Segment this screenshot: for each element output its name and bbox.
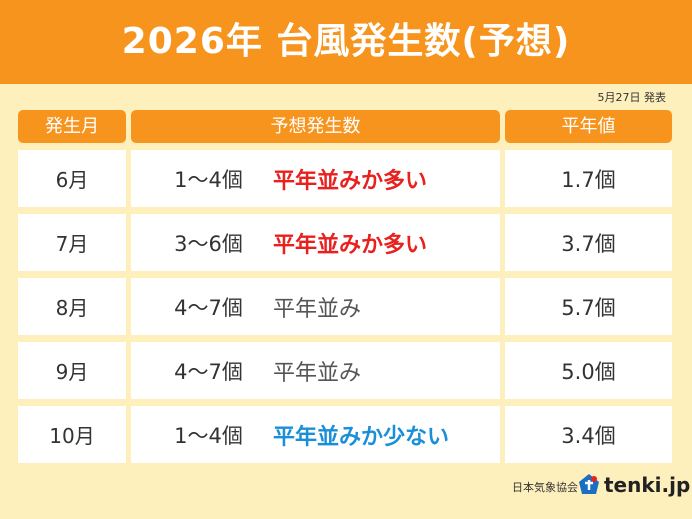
forecast-cell: 1～4個 平年並みか多い [131,150,500,207]
title: 2026年 台風発生数(予想) [121,21,571,62]
column-header: 発生月 [18,110,126,143]
column-header: 平年値 [505,110,672,143]
forecast-cell: 4～7個 平年並み [131,342,500,399]
forecast-range: 1～4個 [174,167,243,192]
forecast-range: 4～7個 [174,295,243,320]
normal-cell: 5.7個 [505,278,672,335]
forecast-cell: 1～4個 平年並みか少ない [131,406,500,463]
forecast-cell: 3～6個 平年並みか多い [131,214,500,271]
normal-cell: 5.0個 [505,342,672,399]
column-header: 予想発生数 [131,110,500,143]
month-cell: 6月 [18,150,126,207]
normal-cell: 3.4個 [505,406,672,463]
forecast-assessment: 平年並みか多い [273,168,428,194]
forecast-cell: 4～7個 平年並み [131,278,500,335]
logo-icon [579,474,599,494]
date: 5月27日 発表 [597,91,667,104]
forecast-range: 4～7個 [174,359,243,384]
month-cell: 9月 [18,342,126,399]
brand: tenki.jp [604,473,691,497]
forecast-range: 3～6個 [174,231,243,256]
forecast-range: 1～4個 [174,423,243,448]
forecast-assessment: 平年並みか多い [273,232,428,258]
month-cell: 7月 [18,214,126,271]
month-cell: 8月 [18,278,126,335]
header-bar [0,0,692,84]
forecast-assessment: 平年並みか少ない [273,424,450,450]
normal-cell: 3.7個 [505,214,672,271]
forecast-assessment: 平年並み [273,296,362,322]
month-cell: 10月 [18,406,126,463]
normal-cell: 1.7個 [505,150,672,207]
forecast-assessment: 平年並み [273,360,362,386]
source: 日本気象協会 [512,481,578,494]
